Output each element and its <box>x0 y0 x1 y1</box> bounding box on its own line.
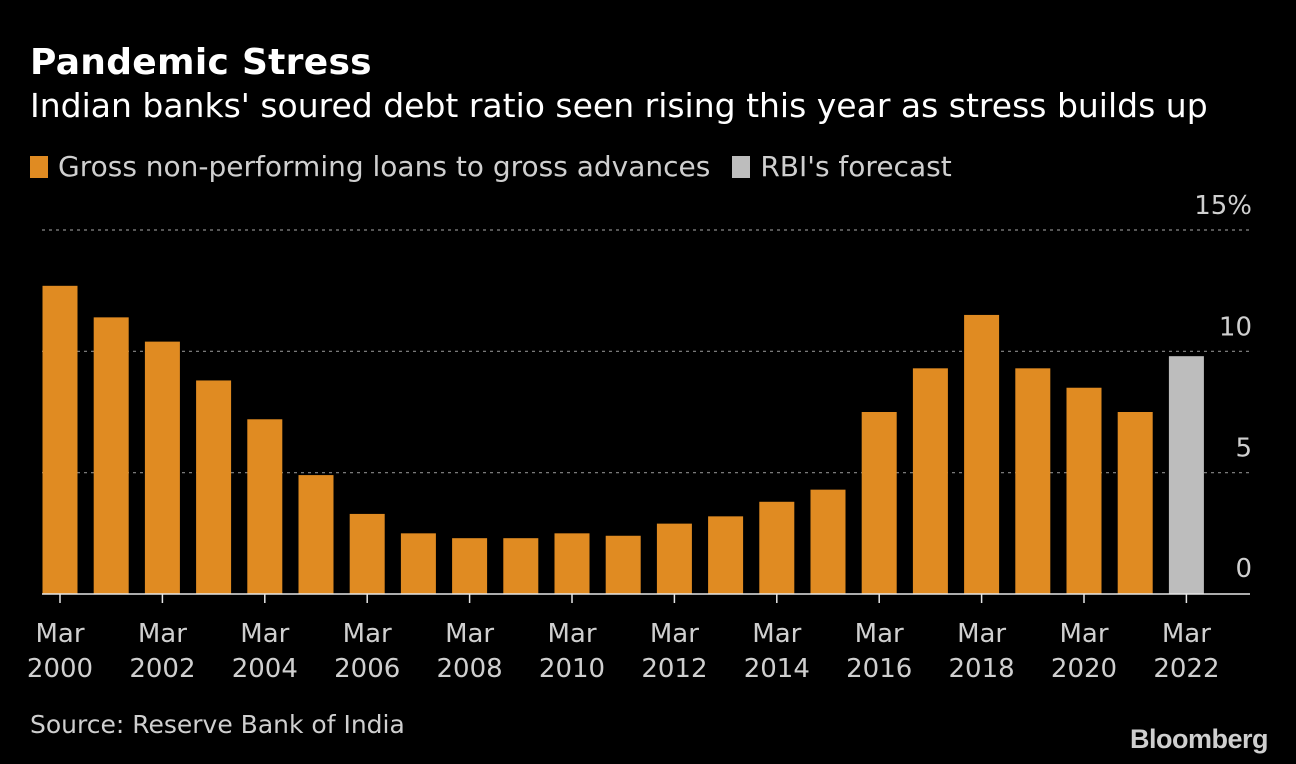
bar-npl <box>759 501 795 594</box>
y-tick-label: 5 <box>1235 434 1252 464</box>
x-tick-label-month: Mar <box>35 619 84 649</box>
bar-npl <box>861 412 897 594</box>
axis-layer: 0 5 10 15% Mar 2000 Mar 2002 Mar 2004 Mar 2006 Mar 20… <box>27 191 1252 684</box>
bar-npl <box>93 317 129 594</box>
bar-npl <box>196 380 232 594</box>
x-tick-label-year: 2000 <box>27 654 93 684</box>
x-tick-label-month: Mar <box>1059 619 1108 649</box>
x-tick-label-year: 2020 <box>1051 654 1117 684</box>
bar-npl <box>247 419 283 594</box>
x-tick-label-year: 2012 <box>641 654 707 684</box>
bar-npl <box>810 489 846 594</box>
y-tick-label: 15% <box>1194 191 1252 221</box>
x-tick-label-year: 2004 <box>232 654 298 684</box>
x-tick-label-year: 2010 <box>539 654 605 684</box>
bar-npl <box>1117 412 1153 594</box>
x-tick-label-month: Mar <box>752 619 801 649</box>
bar-forecast <box>1168 356 1204 594</box>
bar-npl <box>605 535 641 594</box>
x-tick-label-year: 2022 <box>1153 654 1219 684</box>
chart-subtitle: Indian banks' soured debt ratio seen ris… <box>30 86 1208 125</box>
bar-npl <box>1066 387 1102 594</box>
x-tick-label-month: Mar <box>650 619 699 649</box>
bar-npl <box>400 533 436 594</box>
x-tick-label-month: Mar <box>445 619 494 649</box>
bar-npl <box>144 341 180 594</box>
y-tick-label: 0 <box>1235 554 1252 584</box>
x-tick-label-year: 2008 <box>437 654 503 684</box>
legend: Gross non-performing loans to gross adva… <box>30 150 974 183</box>
x-tick-label-year: 2002 <box>129 654 195 684</box>
x-tick-label-month: Mar <box>855 619 904 649</box>
x-tick-label-month: Mar <box>138 619 187 649</box>
bloomberg-logo: Bloomberg <box>1129 724 1269 754</box>
bar-npl <box>452 538 488 594</box>
legend-swatch-forecast <box>732 155 751 178</box>
bar-npl <box>298 475 334 594</box>
x-tick-label-month: Mar <box>1162 619 1211 649</box>
y-tick-label: 10 <box>1219 312 1252 342</box>
bar-layer <box>42 285 1204 594</box>
x-tick-label-month: Mar <box>547 619 596 649</box>
chart-title: Pandemic Stress <box>30 42 372 83</box>
bar-npl <box>964 314 1000 594</box>
x-tick-label-month: Mar <box>957 619 1006 649</box>
grid-layer <box>42 229 1250 474</box>
bar-npl <box>912 368 948 594</box>
legend-label-forecast: RBI's forecast <box>760 150 952 183</box>
x-tick-label-month: Mar <box>343 619 392 649</box>
legend-item-npl: Gross non-performing loans to gross adva… <box>30 150 710 183</box>
bar-npl <box>503 538 539 594</box>
x-tick-label-year: 2006 <box>334 654 400 684</box>
bar-npl <box>554 533 590 594</box>
legend-swatch-npl <box>30 155 48 178</box>
x-tick-label-month: Mar <box>240 619 289 649</box>
source-note: Source: Reserve Bank of India <box>30 710 405 739</box>
bar-npl <box>42 285 78 594</box>
legend-label-npl: Gross non-performing loans to gross adva… <box>58 150 711 183</box>
bar-npl <box>349 513 385 594</box>
bar-npl <box>708 516 744 594</box>
legend-item-forecast: RBI's forecast <box>732 150 952 183</box>
x-tick-label-year: 2014 <box>744 654 810 684</box>
x-tick-label-year: 2018 <box>949 654 1015 684</box>
bar-npl <box>1015 368 1051 594</box>
x-tick-label-year: 2016 <box>846 654 912 684</box>
bar-npl <box>656 523 692 594</box>
